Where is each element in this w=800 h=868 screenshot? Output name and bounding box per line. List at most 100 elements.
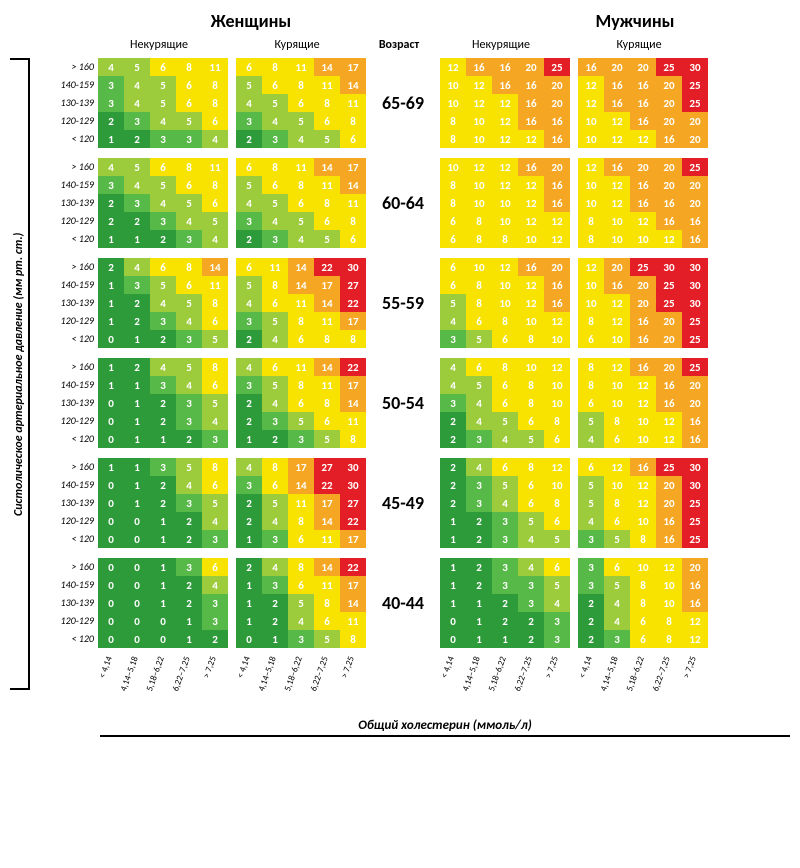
risk-cell: 14 <box>314 558 340 576</box>
risk-cell: 0 <box>236 630 262 648</box>
risk-cell: 30 <box>340 258 366 276</box>
risk-cell: 8 <box>440 112 466 130</box>
risk-cell: 4 <box>440 376 466 394</box>
risk-cell: 3 <box>124 112 150 130</box>
x-axis-label: Общий холестерин (ммоль/л) <box>100 718 790 737</box>
risk-cell: 30 <box>656 258 682 276</box>
risk-cell: 6 <box>604 512 630 530</box>
risk-cell: 6 <box>630 630 656 648</box>
risk-cell: 20 <box>544 258 570 276</box>
risk-cell: 11 <box>340 194 366 212</box>
risk-cell: 3 <box>492 530 518 548</box>
grid-women-nonsmoke: 1245811346012350123401123 <box>98 358 228 448</box>
risk-cell: 6 <box>492 394 518 412</box>
risk-cell: 12 <box>544 458 570 476</box>
age-band-label: 65-69 <box>366 92 440 114</box>
risk-cell: 3 <box>236 476 262 494</box>
risk-cell: 14 <box>202 258 228 276</box>
risk-cell: 6 <box>314 612 340 630</box>
risk-cell: 2 <box>176 576 202 594</box>
risk-cell: 10 <box>578 276 604 294</box>
risk-cell: 2 <box>98 194 124 212</box>
risk-cell: 0 <box>124 576 150 594</box>
risk-cell: 10 <box>544 476 570 494</box>
risk-cell: 1 <box>262 630 288 648</box>
risk-cell: 16 <box>656 130 682 148</box>
risk-cell: 5 <box>124 58 150 76</box>
risk-cell: 1 <box>98 276 124 294</box>
risk-cell: 10 <box>604 476 630 494</box>
risk-cell: 1 <box>236 594 262 612</box>
risk-cell: 8 <box>578 376 604 394</box>
age-band-label: 50-54 <box>366 392 440 414</box>
risk-cell: 5 <box>518 512 544 530</box>
risk-cell: 10 <box>630 430 656 448</box>
risk-cell: 4 <box>124 258 150 276</box>
risk-cell: 3 <box>176 330 202 348</box>
smoke-header: Некурящие Курящие Возраст Некурящие Куря… <box>36 38 790 52</box>
risk-cell: 12 <box>630 476 656 494</box>
risk-cell: 5 <box>314 230 340 248</box>
men-label: Мужчины <box>480 10 790 32</box>
grid-men-nonsmoke: 61012162068101216581012164681012356810 <box>440 258 570 348</box>
risk-cell: 16 <box>604 276 630 294</box>
risk-cell: 0 <box>440 630 466 648</box>
risk-cell: 12 <box>544 230 570 248</box>
grid-women-smoke: 48172730361422302511172724814221361117 <box>236 458 366 548</box>
risk-cell: 8 <box>288 176 314 194</box>
risk-cell: 0 <box>440 612 466 630</box>
risk-cell: 12 <box>544 312 570 330</box>
risk-cell: 10 <box>466 112 492 130</box>
risk-cell: 2 <box>98 258 124 276</box>
risk-cell: 16 <box>630 176 656 194</box>
risk-cell: 5 <box>288 594 314 612</box>
risk-cell: 12 <box>466 158 492 176</box>
risk-cell: 6 <box>288 576 314 594</box>
risk-cell: 10 <box>440 94 466 112</box>
risk-cell: 5 <box>202 212 228 230</box>
chart-content: Женщины Мужчины Некурящие Курящие Возрас… <box>36 10 790 737</box>
risk-cell: 12 <box>656 230 682 248</box>
risk-cell: 12 <box>630 494 656 512</box>
risk-cell: 5 <box>176 294 202 312</box>
risk-cell: 10 <box>578 176 604 194</box>
risk-cell: 0 <box>124 612 150 630</box>
risk-cell: 25 <box>656 58 682 76</box>
risk-cell: 20 <box>544 158 570 176</box>
risk-cell: 6 <box>630 612 656 630</box>
risk-cell: 10 <box>466 194 492 212</box>
risk-cell: 11 <box>288 494 314 512</box>
risk-cell: 10 <box>630 412 656 430</box>
risk-cell: 0 <box>98 576 124 594</box>
risk-cell: 10 <box>492 212 518 230</box>
bp-label: 140-159 <box>36 176 94 194</box>
risk-cell: 12 <box>630 376 656 394</box>
risk-cell: 16 <box>492 76 518 94</box>
risk-cell: 16 <box>682 212 708 230</box>
risk-cell: 3 <box>98 94 124 112</box>
risk-cell: 16 <box>682 594 708 612</box>
risk-cell: 8 <box>314 194 340 212</box>
risk-cell: 25 <box>682 358 708 376</box>
risk-cell: 8 <box>578 212 604 230</box>
risk-cell: 4 <box>492 430 518 448</box>
risk-cell: 10 <box>604 330 630 348</box>
risk-cell: 5 <box>314 630 340 648</box>
bp-label: < 120 <box>36 630 94 648</box>
risk-cell: 16 <box>656 212 682 230</box>
risk-cell: 6 <box>262 176 288 194</box>
risk-cell: 1 <box>440 594 466 612</box>
risk-cell: 11 <box>262 258 288 276</box>
risk-cell: 6 <box>518 476 544 494</box>
risk-cell: 0 <box>98 412 124 430</box>
risk-cell: 3 <box>176 412 202 430</box>
grid-women-smoke: 2481422136111712581412461101358 <box>236 558 366 648</box>
risk-cell: 6 <box>176 176 202 194</box>
risk-cell: 14 <box>314 158 340 176</box>
grid-women-smoke: 6111422305814172746111422358111724688 <box>236 258 366 348</box>
risk-cell: 25 <box>544 58 570 76</box>
risk-cell: 12 <box>630 394 656 412</box>
risk-cell: 2 <box>176 594 202 612</box>
risk-cell: 6 <box>604 558 630 576</box>
risk-cell: 2 <box>492 594 518 612</box>
